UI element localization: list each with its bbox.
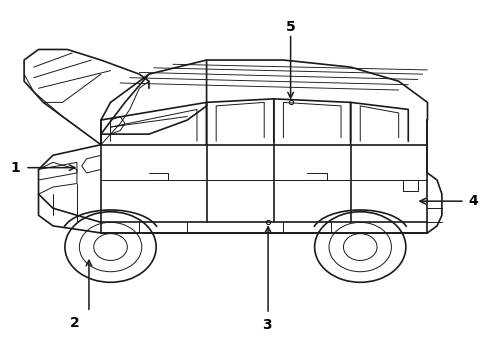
Text: 3: 3 bbox=[262, 318, 271, 332]
Text: 5: 5 bbox=[286, 19, 295, 33]
Text: 1: 1 bbox=[11, 161, 21, 175]
Text: 4: 4 bbox=[468, 194, 478, 208]
Text: 2: 2 bbox=[70, 316, 79, 330]
